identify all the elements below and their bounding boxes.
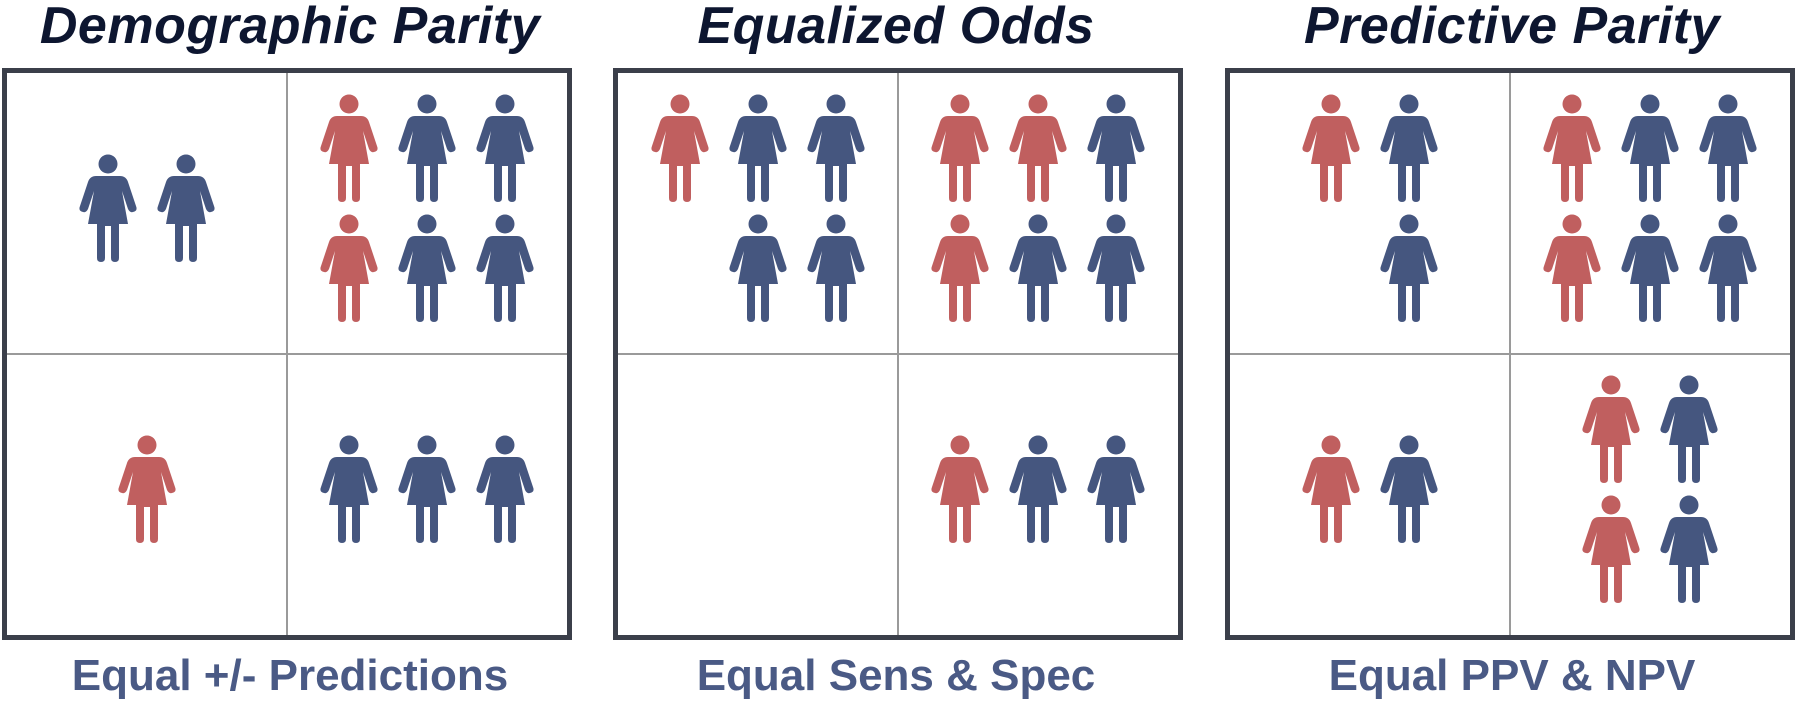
grid-divider-horizontal bbox=[1230, 353, 1790, 355]
person-group bbox=[319, 94, 535, 334]
person-icon bbox=[1659, 375, 1719, 487]
person-icon bbox=[397, 214, 457, 326]
person-icon bbox=[806, 214, 866, 326]
person-icon bbox=[78, 154, 138, 266]
person-icon bbox=[806, 94, 866, 206]
quadrant-top-right bbox=[1510, 73, 1790, 354]
person-group bbox=[1542, 94, 1758, 334]
quadrant-bottom-right bbox=[898, 354, 1178, 635]
person-group bbox=[1581, 375, 1719, 615]
quadrant-bottom-left bbox=[7, 354, 287, 635]
person-icon bbox=[475, 94, 535, 206]
person-icon bbox=[930, 214, 990, 326]
grid-divider-horizontal bbox=[7, 353, 567, 355]
quadrant-top-left bbox=[618, 73, 898, 354]
person-group bbox=[117, 435, 177, 555]
panel-title: Demographic Parity bbox=[39, 0, 541, 55]
person-icon bbox=[728, 214, 788, 326]
panel-demographic-parity bbox=[2, 68, 572, 640]
quadrant-bottom-right bbox=[1510, 354, 1790, 635]
person-icon bbox=[1086, 435, 1146, 547]
person-icon bbox=[1581, 375, 1641, 487]
person-icon bbox=[1008, 435, 1068, 547]
person-icon bbox=[156, 154, 216, 266]
person-group bbox=[930, 435, 1146, 555]
panel-title: Predictive Parity bbox=[1303, 0, 1721, 55]
panel-caption: Equal PPV & NPV bbox=[1328, 651, 1696, 700]
person-icon bbox=[1659, 495, 1719, 607]
person-icon bbox=[475, 214, 535, 326]
empty-slot bbox=[650, 214, 710, 326]
person-icon bbox=[1086, 214, 1146, 326]
person-icon bbox=[1008, 94, 1068, 206]
quadrant-bottom-left bbox=[618, 354, 898, 635]
quadrant-top-right bbox=[898, 73, 1178, 354]
person-icon bbox=[397, 94, 457, 206]
person-icon bbox=[1008, 214, 1068, 326]
quadrant-top-right bbox=[287, 73, 567, 354]
panel-predictive-parity bbox=[1225, 68, 1795, 640]
person-icon bbox=[728, 94, 788, 206]
quadrant-bottom-right bbox=[287, 354, 567, 635]
person-group bbox=[930, 94, 1146, 334]
person-icon bbox=[319, 214, 379, 326]
person-icon bbox=[1542, 214, 1602, 326]
person-icon bbox=[1379, 435, 1439, 547]
grid-divider-horizontal bbox=[618, 353, 1178, 355]
panel-caption: Equal +/- Predictions bbox=[71, 651, 509, 700]
person-icon bbox=[319, 94, 379, 206]
person-icon bbox=[1301, 94, 1361, 206]
panel-caption: Equal Sens & Spec bbox=[696, 651, 1096, 700]
person-icon bbox=[475, 435, 535, 547]
quadrant-top-left bbox=[1230, 73, 1510, 354]
person-icon bbox=[1379, 94, 1439, 206]
quadrant-top-left bbox=[7, 73, 287, 354]
person-icon bbox=[930, 94, 990, 206]
person-group bbox=[650, 94, 866, 334]
person-icon bbox=[1620, 214, 1680, 326]
person-icon bbox=[1620, 94, 1680, 206]
panel-equalized-odds bbox=[613, 68, 1183, 640]
person-icon bbox=[1301, 435, 1361, 547]
person-icon bbox=[1698, 94, 1758, 206]
person-icon bbox=[397, 435, 457, 547]
person-icon bbox=[650, 94, 710, 206]
person-icon bbox=[319, 435, 379, 547]
empty-slot bbox=[1301, 214, 1361, 326]
person-icon bbox=[1698, 214, 1758, 326]
person-icon bbox=[117, 435, 177, 547]
person-icon bbox=[1086, 94, 1146, 206]
person-icon bbox=[1581, 495, 1641, 607]
person-group bbox=[1301, 435, 1439, 555]
person-group bbox=[319, 435, 535, 555]
person-group bbox=[1301, 94, 1439, 334]
person-icon bbox=[930, 435, 990, 547]
person-icon bbox=[1379, 214, 1439, 326]
person-icon bbox=[1542, 94, 1602, 206]
quadrant-bottom-left bbox=[1230, 354, 1510, 635]
person-group bbox=[78, 154, 216, 274]
panel-title: Equalized Odds bbox=[697, 0, 1095, 55]
